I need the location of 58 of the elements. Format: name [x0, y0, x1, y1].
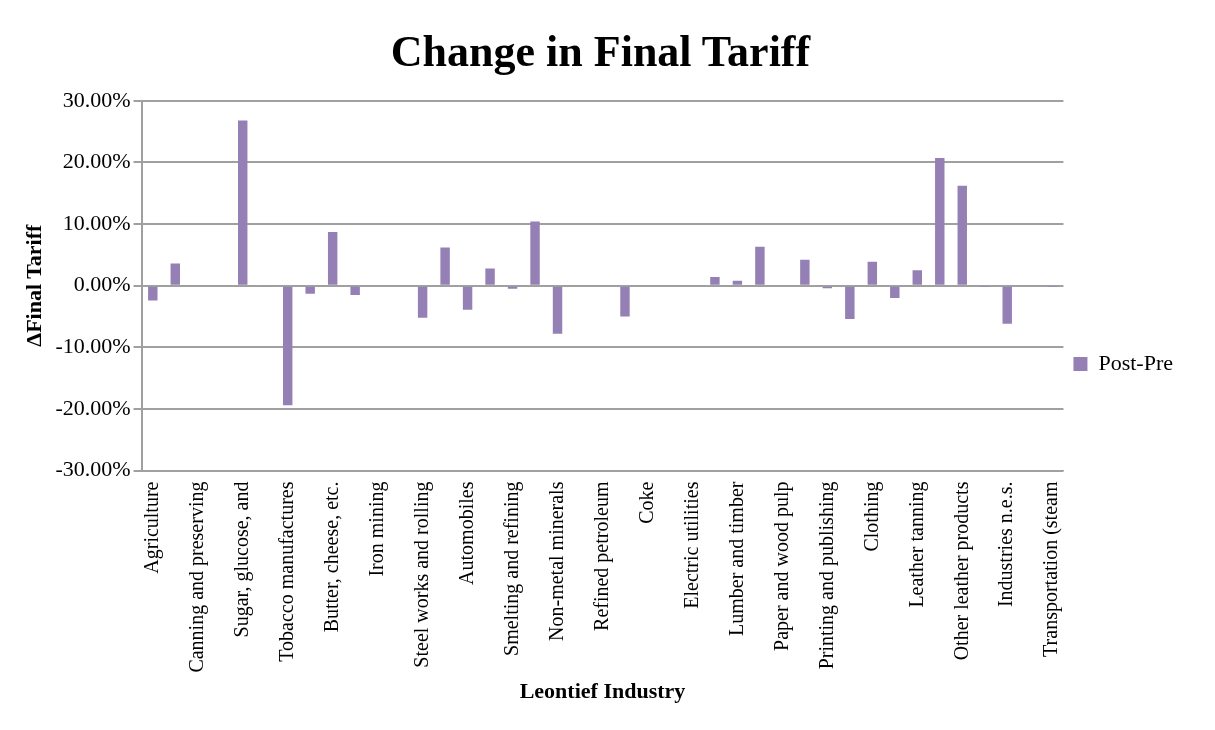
- bar: [327, 232, 338, 285]
- bar: [148, 286, 158, 301]
- x-tick-label: Electric utilities: [679, 481, 702, 609]
- bar: [462, 286, 473, 310]
- x-tick-label: Industries n.e.s.: [994, 481, 1017, 608]
- x-axis-title: Leontief Industry: [519, 678, 686, 704]
- bar: [170, 263, 180, 285]
- bar: [935, 158, 945, 285]
- bar: [238, 120, 248, 285]
- bar: [890, 286, 900, 298]
- y-tick-label: 20.00%: [62, 148, 131, 174]
- bar: [957, 185, 967, 285]
- x-tick-label: Butter, cheese, etc.: [319, 481, 342, 633]
- bar: [305, 286, 315, 294]
- x-tick-label: Leather tanning: [904, 481, 928, 608]
- bar: [417, 286, 428, 318]
- x-tick-label: Iron mining: [364, 481, 388, 577]
- chart-title: Change in Final Tariff: [390, 26, 812, 76]
- bar: [350, 286, 360, 295]
- bar: [755, 246, 765, 285]
- bar: [485, 268, 495, 285]
- x-tick-label: Sugar, glucose, and: [229, 481, 253, 638]
- y-tick-label: -20.00%: [55, 394, 131, 420]
- x-tick-label: Coke: [634, 481, 657, 524]
- x-tick-label: Lumber and timber: [724, 481, 747, 636]
- legend-label: Post-Pre: [1098, 349, 1173, 375]
- bar: [507, 286, 518, 289]
- x-tick-label: Tobacco manufactures: [274, 481, 297, 662]
- bar: [867, 261, 878, 285]
- bar: [710, 277, 720, 285]
- bar: [800, 259, 810, 285]
- bar: [845, 286, 855, 319]
- x-tick-label: Printing and publishing: [814, 481, 838, 670]
- bar: [282, 286, 293, 406]
- bar: [620, 286, 630, 317]
- x-tick-label: Steel works and rolling: [409, 481, 433, 668]
- x-tick-label: Agriculture: [140, 481, 164, 574]
- x-tick-label: Non-metal minerals: [544, 481, 567, 641]
- y-axis-title: ΔFinal Tariff: [20, 224, 46, 347]
- y-tick-label: -10.00%: [55, 333, 131, 359]
- x-tick-label: Canning and preserving: [185, 481, 209, 673]
- x-tick-label: Refined petroleum: [589, 481, 613, 631]
- bar: [552, 286, 563, 334]
- bar: [440, 247, 450, 285]
- x-tick-label: Automobiles: [454, 481, 477, 585]
- bar: [1002, 286, 1012, 324]
- x-tick-label: Smelting and refining: [499, 481, 523, 656]
- x-tick-label: Clothing: [859, 481, 883, 552]
- y-tick-label: -30.00%: [55, 456, 131, 482]
- bar: [732, 280, 743, 285]
- bar: [912, 270, 923, 285]
- x-tick-label: Paper and wood pulp: [769, 481, 793, 651]
- x-tick-label: Transportation (steam: [1039, 481, 1063, 657]
- y-tick-label: 10.00%: [62, 209, 131, 235]
- y-tick-label: 30.00%: [62, 86, 131, 112]
- y-tick-label: 0.00%: [73, 271, 131, 297]
- bar: [530, 221, 540, 285]
- x-tick-label: Other leather products: [949, 481, 973, 661]
